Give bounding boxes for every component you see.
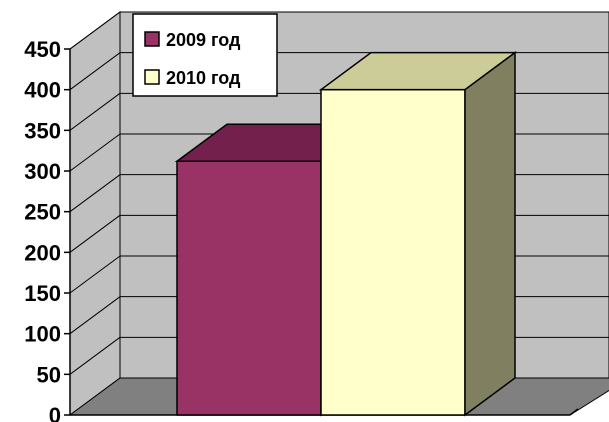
gridline-diagonal <box>69 52 121 91</box>
bar-front <box>176 160 322 416</box>
chart-legend: 2009 год 2010 год <box>132 13 278 97</box>
gridline-diagonal <box>69 255 121 294</box>
y-tick-label: 250 <box>24 200 61 225</box>
chart-bars <box>174 51 518 417</box>
y-tick-label: 0 <box>49 403 61 422</box>
bar-side <box>464 51 516 417</box>
y-tick-label: 350 <box>24 118 61 143</box>
legend-swatch <box>144 69 160 85</box>
gridline-diagonal <box>69 174 121 213</box>
gridline-diagonal <box>69 336 121 375</box>
x-axis-end <box>569 408 579 416</box>
y-tick-label: 400 <box>24 78 61 103</box>
bar-front <box>320 88 466 416</box>
gridline-diagonal <box>69 11 121 50</box>
side-wall <box>69 11 121 416</box>
gridline-diagonal <box>69 92 121 131</box>
y-tick-label: 200 <box>24 240 61 265</box>
bar-2 <box>318 51 518 417</box>
y-tick-label: 450 <box>24 37 61 62</box>
y-tick-label: 50 <box>37 362 61 387</box>
legend-label: 2010 год <box>166 68 241 88</box>
y-tick-label: 150 <box>24 281 61 306</box>
legend-swatch <box>144 31 160 47</box>
y-axis-tick-labels: 0 50 100 150 200 250 300 350 400 450 <box>24 37 61 422</box>
gridline-diagonal <box>69 214 121 253</box>
legend-label: 2009 год <box>166 30 241 50</box>
y-tick-label: 100 <box>24 322 61 347</box>
gridline-diagonal <box>69 133 121 172</box>
gridline-diagonal <box>69 296 121 335</box>
y-tick-label: 300 <box>24 159 61 184</box>
